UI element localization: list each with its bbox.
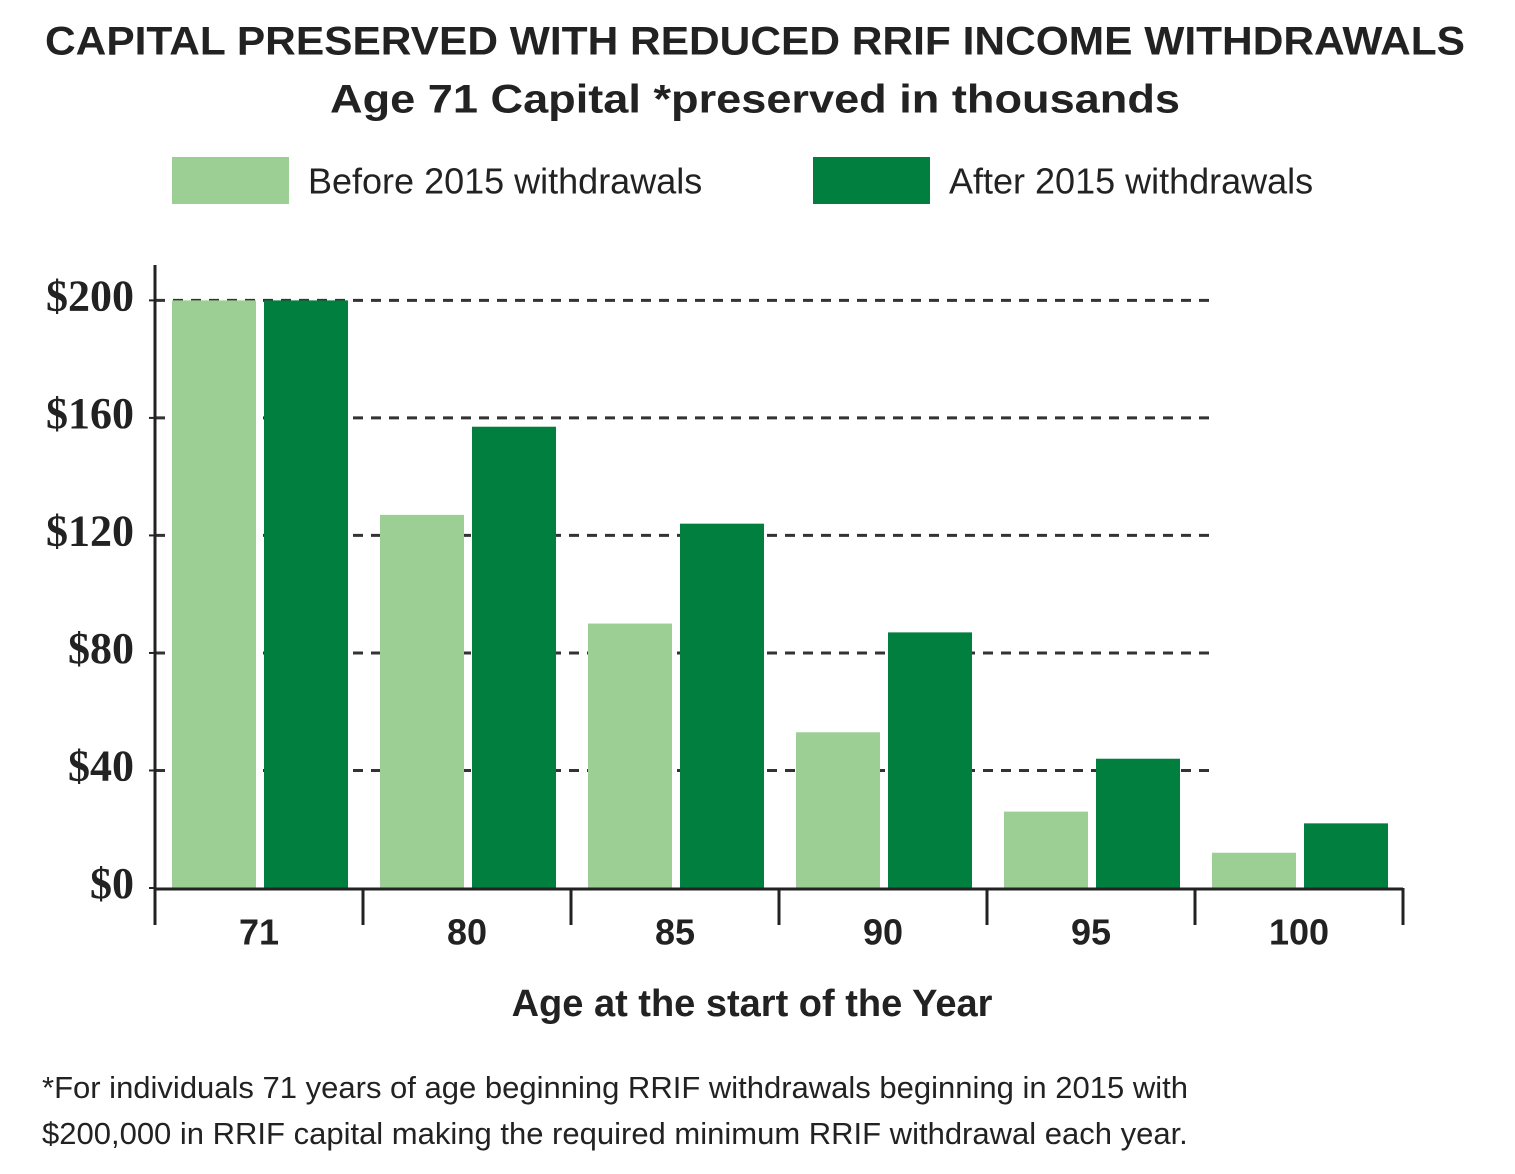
x-tick-label: 90	[863, 912, 903, 953]
y-tick-label: $40	[68, 742, 134, 791]
y-tick-label: $120	[46, 507, 134, 556]
bar	[1304, 823, 1388, 888]
footnote: *For individuals 71 years of age beginni…	[42, 1070, 1188, 1105]
footnote: $200,000 in RRIF capital making the requ…	[42, 1116, 1188, 1151]
bar	[888, 632, 972, 888]
y-tick-label: $80	[68, 624, 134, 673]
legend-label: After 2015 withdrawals	[949, 161, 1313, 202]
legend-swatch	[172, 157, 289, 204]
bar	[172, 300, 256, 888]
y-tick-label: $0	[90, 859, 134, 908]
bar	[680, 523, 764, 888]
bar	[472, 426, 556, 888]
chart-subtitle: Age 71 Capital *preserved in thousands	[330, 78, 1180, 122]
x-axis-label: Age at the start of the Year	[512, 983, 993, 1025]
x-tick-label: 100	[1269, 912, 1329, 953]
x-tick-label: 95	[1071, 912, 1111, 953]
bar	[1212, 852, 1296, 888]
x-tick-label: 80	[447, 912, 487, 953]
y-tick-label: $200	[46, 271, 134, 320]
bar	[588, 623, 672, 888]
x-tick-label: 85	[655, 912, 695, 953]
x-tick-label: 71	[239, 912, 279, 953]
bar	[796, 732, 880, 888]
legend-label: Before 2015 withdrawals	[308, 161, 702, 202]
bar	[1004, 811, 1088, 888]
legend-swatch	[813, 157, 930, 204]
chart-title: CAPITAL PRESERVED WITH REDUCED RRIF INCO…	[45, 20, 1465, 64]
y-tick-label: $160	[46, 389, 134, 438]
bar	[1096, 758, 1180, 888]
bar	[380, 514, 464, 888]
bar	[264, 300, 348, 888]
